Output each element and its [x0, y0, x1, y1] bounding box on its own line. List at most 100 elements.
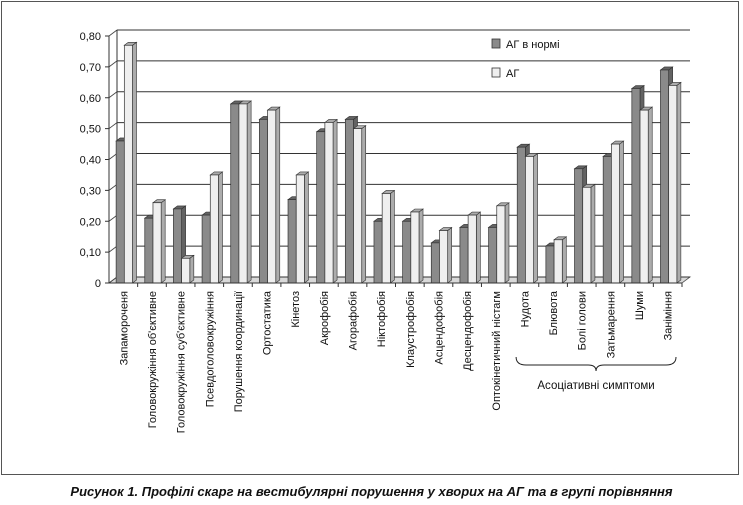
bar — [525, 156, 534, 284]
bar — [144, 217, 154, 284]
bar-side — [590, 183, 596, 284]
bar — [201, 214, 211, 284]
associated-symptoms-group: Асоціативні симптоми — [515, 356, 677, 392]
bar — [123, 44, 133, 284]
legend-label: АГ в нормі — [506, 39, 560, 51]
y-tick-label: 0,60 — [80, 93, 101, 105]
bar-side — [361, 125, 367, 284]
bar-side — [533, 152, 538, 284]
x-tick-label: Шуми — [634, 291, 646, 320]
gridline-depth — [108, 245, 118, 253]
y-tick-label: 0,20 — [80, 216, 101, 228]
bar — [582, 186, 592, 284]
figure-caption: Рисунок 1. Профілі скарг на вестибулярні… — [70, 484, 673, 499]
bar — [267, 109, 277, 284]
bar-side — [246, 100, 252, 284]
gridline-depth — [108, 29, 118, 37]
bar — [353, 128, 363, 284]
x-tick-label: Псевдоголовокружіння — [204, 291, 216, 407]
y-tick-label: 0,40 — [80, 155, 101, 167]
bar-side — [418, 208, 424, 284]
bar — [660, 69, 670, 284]
x-tick-label: Кінетоз — [290, 291, 302, 328]
gridline-depth — [108, 91, 118, 99]
bar-side — [275, 106, 281, 284]
bar — [373, 220, 383, 284]
bar — [259, 119, 268, 284]
x-tick-label: Болі голови — [577, 291, 589, 350]
bar-chart: 0 0,10 0,20 0,30 0,40 0,50 0,60 0,70 0,80 Запамо… — [80, 29, 692, 433]
bar — [545, 245, 555, 284]
bar — [316, 131, 326, 284]
bar — [295, 174, 305, 284]
bar — [611, 143, 620, 284]
bar — [238, 103, 248, 284]
bar — [496, 205, 506, 284]
x-tick-label: Головокружіння об'єктивне — [147, 291, 159, 428]
x-tick-label: Порушення координації — [233, 291, 245, 412]
bar — [467, 214, 477, 284]
bars — [115, 41, 682, 284]
x-tick-label: Заніміння — [663, 291, 675, 340]
group-label: Асоціативні симптоми — [537, 380, 654, 392]
bar — [152, 202, 162, 284]
x-tick-label: Асцендофобія — [433, 291, 445, 365]
bar — [287, 199, 297, 284]
x-tick-label: Ніктофобія — [376, 291, 388, 347]
bar — [381, 193, 391, 284]
bar-side — [561, 236, 567, 284]
bar — [209, 174, 219, 284]
bar — [553, 239, 563, 284]
bar-side — [619, 140, 624, 284]
x-axis-labels: Запамороченя Головокружіння об'єктивне Гол… — [109, 282, 683, 433]
legend: АГ в нормі АГ — [491, 38, 560, 80]
y-tick-label: 0,50 — [80, 124, 101, 136]
gridline-depth — [108, 60, 118, 68]
bar-side — [218, 171, 223, 284]
bar-side — [390, 189, 395, 284]
y-tick-label: 0,70 — [80, 62, 101, 74]
x-tick-label: Акрофобія — [319, 291, 331, 345]
bar — [631, 88, 641, 284]
bar — [402, 220, 412, 284]
x-tick-label: Оптокінетичний ністагм — [491, 291, 503, 411]
x-tick-label: Блювота — [548, 290, 560, 335]
chart-frame: 0 0,10 0,20 0,30 0,40 0,50 0,60 0,70 0,80 Запамо… — [1, 1, 739, 475]
y-tick-label: 0,30 — [80, 185, 101, 197]
bar-side — [647, 106, 653, 284]
bar-side — [504, 202, 510, 284]
y-tick-label: 0,10 — [80, 247, 101, 259]
y-tick-label: 0 — [95, 278, 101, 290]
x-tick-label: Нудота — [519, 290, 531, 327]
x-tick-label: Агорафобія — [348, 291, 360, 350]
gridline-depth — [108, 276, 118, 284]
bar — [668, 85, 678, 284]
bar — [181, 257, 191, 284]
bar — [639, 109, 649, 284]
gridline-depth — [108, 214, 118, 222]
y-axis: 0 0,10 0,20 0,30 0,40 0,50 0,60 0,70 0,80 — [80, 30, 118, 290]
gridline-depth — [108, 153, 118, 160]
x-tick-label: Головокружіння суб'єктивне — [176, 291, 188, 433]
x-tick-label: Затьмарення — [605, 291, 617, 358]
gridline-depth — [108, 122, 118, 129]
gridline-depth — [108, 184, 118, 191]
bar — [602, 156, 612, 284]
bar-side — [476, 211, 481, 284]
bar-side — [132, 41, 137, 284]
y-tick-label: 0,80 — [80, 31, 101, 43]
bar-side — [447, 226, 452, 284]
bar — [574, 168, 584, 284]
bar — [324, 122, 334, 284]
bar-side — [189, 254, 195, 284]
bar — [488, 227, 498, 284]
x-tick-label: Клаустрофобія — [405, 291, 417, 368]
bar-side — [676, 81, 682, 284]
bar — [516, 146, 526, 284]
bar-side — [332, 118, 338, 284]
bar — [115, 140, 125, 284]
bar — [430, 242, 440, 284]
bar — [230, 103, 240, 284]
x-tick-label: Десцендофобія — [462, 291, 474, 371]
bar — [410, 211, 420, 284]
